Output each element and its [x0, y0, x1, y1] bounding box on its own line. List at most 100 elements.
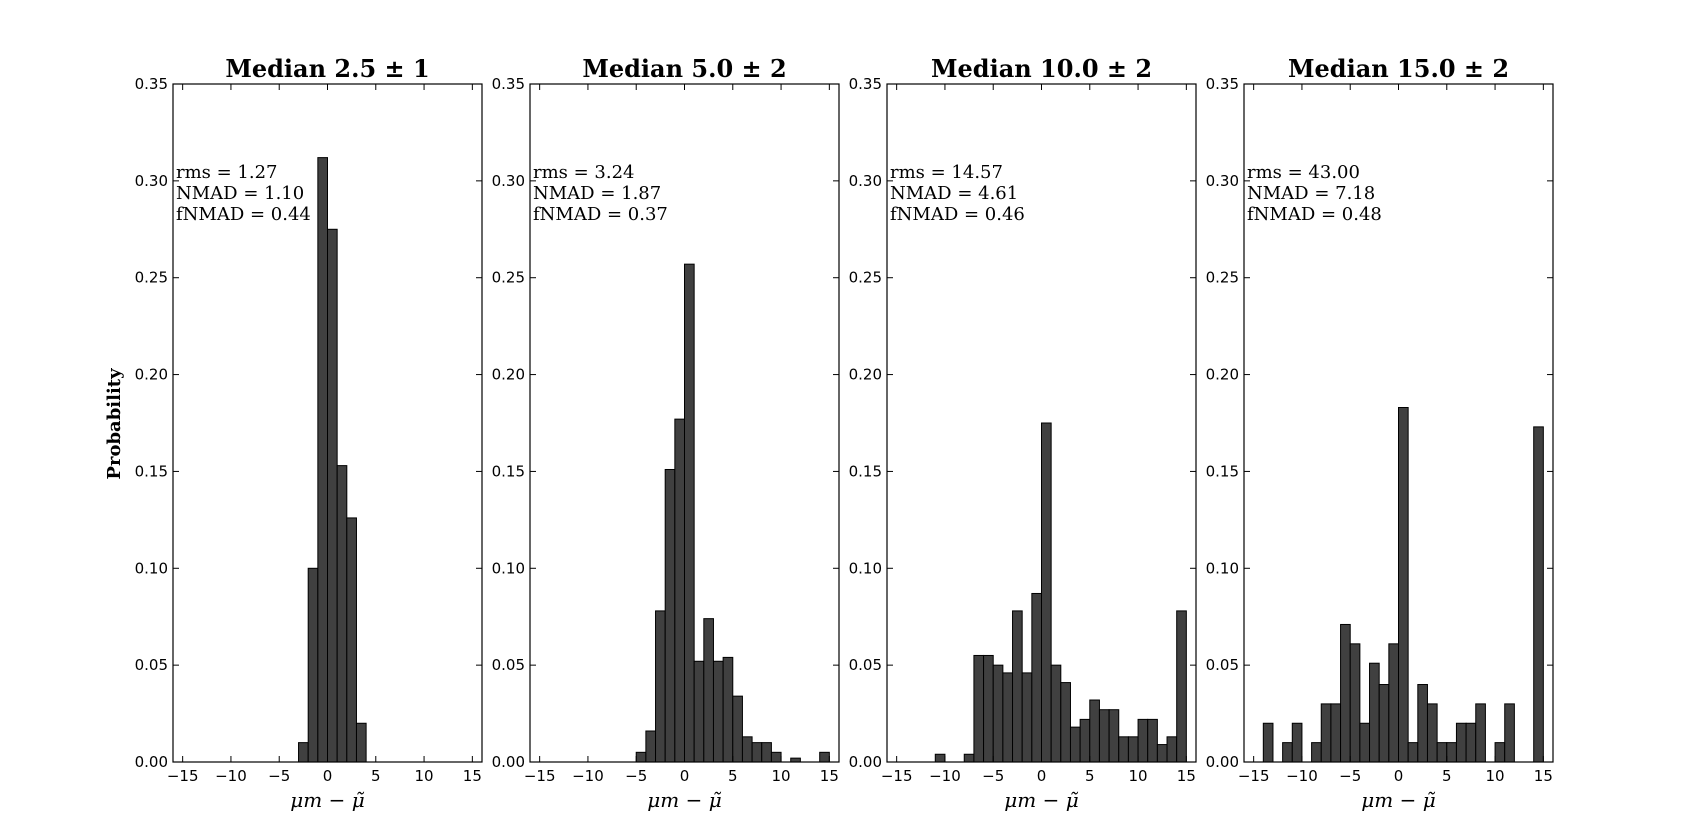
y-tick-label: 0.05: [492, 656, 525, 674]
x-tick-label: 15: [1534, 767, 1553, 785]
histogram-bar: [674, 418, 685, 763]
histogram-bar: [1079, 718, 1091, 763]
stats-annotation: fNMAD = 0.46: [890, 204, 1025, 225]
x-tick-label: 15: [463, 767, 482, 785]
stats-annotation: fNMAD = 0.44: [176, 204, 311, 225]
histogram-bar: [1147, 718, 1158, 763]
y-tick-label: 0.15: [135, 462, 168, 480]
histogram-bar: [1137, 718, 1149, 763]
histogram-bar: [770, 751, 782, 763]
panel-title: Median 10.0 ± 2: [931, 54, 1152, 83]
histogram-bar: [1012, 610, 1023, 763]
histogram-bar: [1359, 722, 1371, 763]
x-tick-label: −10: [215, 767, 247, 785]
y-tick-label: 0.00: [492, 753, 525, 771]
histogram-bar: [1089, 699, 1100, 763]
y-tick-label: 0.20: [492, 366, 525, 384]
y-tick-label: 0.00: [849, 753, 882, 771]
x-tick-label: 10: [1486, 767, 1505, 785]
histogram-bar: [1031, 592, 1042, 763]
x-tick-label: 0: [323, 767, 333, 785]
x-tick-label: −10: [1286, 767, 1318, 785]
histogram-bar: [819, 751, 830, 763]
histogram-bar: [1156, 744, 1168, 763]
panel-1: −15 −10 −5 0 5 10 15 0.00 0.05 0.10 0.15 0.20 0.25 0.…: [135, 54, 483, 812]
histogram-bar: [1475, 703, 1486, 763]
y-tick-label: 0.25: [1206, 269, 1239, 287]
histogram-bar: [336, 465, 348, 763]
x-tick-label: 0: [1394, 767, 1404, 785]
histogram-bar: [317, 157, 328, 763]
y-tick-label: 0.05: [135, 656, 168, 674]
y-tick-label: 0.25: [492, 269, 525, 287]
histogram-bar: [1378, 684, 1390, 763]
x-axis-label: μm − μ̃: [1361, 788, 1435, 812]
histogram-bar: [1369, 662, 1380, 763]
y-tick-label: 0.35: [492, 75, 525, 93]
y-tick-label: 0.25: [135, 269, 168, 287]
histogram-bar: [645, 730, 657, 763]
y-tick-label: 0.00: [1206, 753, 1239, 771]
histogram-bar: [1069, 726, 1081, 763]
panel-2: −15 −10 −5 0 5 10 15 0.00 0.05 0.10 0.15 0.20 0.25 0.…: [492, 54, 840, 812]
histogram-bar: [655, 610, 666, 763]
histogram-bar: [934, 753, 946, 763]
histogram-bar: [1349, 643, 1361, 763]
histogram-bar: [346, 517, 357, 763]
stats-annotation: fNMAD = 0.37: [533, 204, 668, 225]
histogram-bar: [1417, 684, 1428, 763]
panel-3: −15 −10 −5 0 5 10 15 0.00 0.05 0.10 0.15 0.20 0.25 0.…: [849, 54, 1197, 812]
panel-title: Median 15.0 ± 2: [1288, 54, 1509, 83]
histogram-bar: [684, 263, 695, 763]
x-tick-label: 10: [1129, 767, 1148, 785]
panel-4: −15 −10 −5 0 5 10 15 0.00 0.05 0.10 0.15 0.20 0.25 0.…: [1206, 54, 1554, 812]
stats-annotation: rms = 43.00: [1247, 162, 1360, 183]
x-tick-label: 15: [820, 767, 839, 785]
histogram-bar: [1282, 742, 1293, 763]
y-tick-label: 0.30: [135, 172, 168, 190]
y-tick-label: 0.10: [492, 559, 525, 577]
x-tick-label: −15: [167, 767, 199, 785]
y-tick-label: 0.00: [135, 753, 168, 771]
histogram-bar: [761, 742, 772, 763]
histogram-bar: [992, 664, 1004, 763]
y-tick-label: 0.10: [1206, 559, 1239, 577]
histogram-bar: [1388, 643, 1399, 763]
x-tick-label: −15: [881, 767, 913, 785]
histogram-bar: [1340, 623, 1351, 763]
histogram-bar: [1446, 742, 1457, 763]
y-tick-label: 0.35: [1206, 75, 1239, 93]
y-axis-label: Probability: [104, 368, 125, 480]
x-tick-label: −5: [268, 767, 290, 785]
histogram-bar: [1465, 722, 1477, 763]
y-tick-label: 0.10: [849, 559, 882, 577]
histogram-bar: [1108, 709, 1120, 763]
histogram-bar: [1320, 703, 1332, 763]
stats-annotation: NMAD = 7.18: [1247, 183, 1375, 204]
x-tick-label: −5: [1339, 767, 1361, 785]
y-tick-label: 0.10: [135, 559, 168, 577]
histogram-bar: [1166, 736, 1178, 763]
stats-annotation: NMAD = 1.10: [176, 183, 304, 204]
histogram-bar: [732, 695, 743, 763]
histogram-bar: [1050, 664, 1062, 763]
y-tick-label: 0.20: [135, 366, 168, 384]
x-axis-label: μm − μ̃: [290, 788, 364, 812]
x-tick-label: −10: [572, 767, 604, 785]
histogram-bar: [1398, 407, 1409, 763]
histogram-bar: [1436, 742, 1448, 763]
x-tick-label: 0: [680, 767, 690, 785]
histogram-bar: [1041, 422, 1052, 763]
histogram-bar: [1291, 722, 1303, 763]
histogram-bar: [1098, 709, 1110, 763]
x-axis-label: μm − μ̃: [1004, 788, 1078, 812]
histogram-bar: [1262, 722, 1274, 763]
histogram-bar: [1494, 742, 1506, 763]
histogram-bar: [307, 567, 319, 763]
histogram-bar: [712, 660, 724, 763]
x-tick-label: 10: [415, 767, 434, 785]
histogram-bar: [1176, 610, 1187, 763]
histogram-bar: [1002, 672, 1014, 763]
histogram-bar: [1060, 682, 1071, 763]
